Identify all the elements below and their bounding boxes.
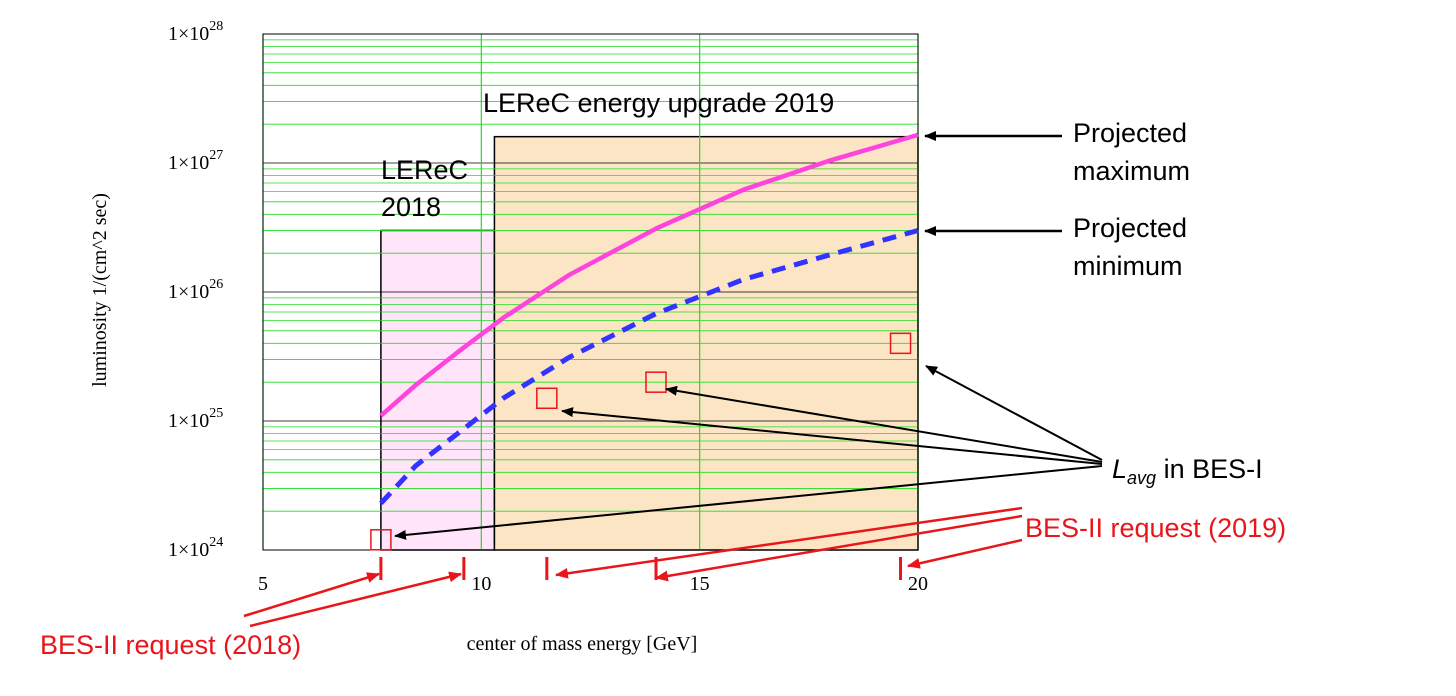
bes1-point xyxy=(370,529,392,551)
bes1-point xyxy=(889,332,912,355)
x-axis-label: center of mass energy [GeV] xyxy=(467,633,698,655)
x-tick-label: 20 xyxy=(908,573,928,595)
arrow-lavg-4 xyxy=(925,365,1103,461)
y-axis-label: luminosity 1/(cm^2 sec) xyxy=(89,193,111,387)
projected-maximum-label-line1: Projected xyxy=(1073,118,1187,148)
y-tick-label: 1×1028 xyxy=(168,19,223,45)
region-2019-label: LEReC energy upgrade 2019 xyxy=(483,88,834,118)
region-2018-label-line2: 2018 xyxy=(381,192,441,222)
projected-minimum-label-line2: minimum xyxy=(1073,251,1183,281)
region-0 xyxy=(380,229,496,551)
arrow-2018-b xyxy=(249,571,463,628)
bes2-request-arrows xyxy=(243,506,1023,628)
arrow-2019-a xyxy=(554,506,1023,579)
arrow-lavg-1 xyxy=(394,465,1103,540)
annotation-arrows xyxy=(394,131,1103,540)
projected-maximum-label-line2: maximum xyxy=(1073,156,1190,186)
x-tick-label: 5 xyxy=(258,573,268,595)
bes2-request-ticks xyxy=(379,557,903,580)
series-line-1 xyxy=(379,228,919,506)
bes1-points xyxy=(370,332,912,551)
bes2-2018-label: BES-II request (2018) xyxy=(40,630,301,660)
arrow-lavg-2 xyxy=(561,407,1103,465)
y-tick-label: 1×1027 xyxy=(168,148,223,174)
bes1-point xyxy=(536,387,558,410)
arrow-lavg-3 xyxy=(665,385,1103,463)
region-2018-label-line1: LEReC xyxy=(381,155,468,185)
tick-labels: 5 10 15 20 1×1024 1×1025 1×1026 1×1027 1×1028 xyxy=(168,19,928,595)
projected-minimum-label-line1: Projected xyxy=(1073,213,1187,243)
minor-gridlines xyxy=(263,39,918,512)
y-tick-label: 1×1024 xyxy=(168,535,223,561)
arrow-2018-a xyxy=(243,572,381,618)
lavg-label: Lavg in BES-I xyxy=(1112,454,1263,488)
arrow-2019-b xyxy=(654,514,1023,582)
series xyxy=(379,132,919,506)
series-line-0 xyxy=(379,132,919,418)
arrow-2019-c xyxy=(906,538,1023,569)
plot-frame xyxy=(262,33,919,551)
bes2-2019-label: BES-II request (2019) xyxy=(1025,513,1286,543)
x-tick-label: 15 xyxy=(690,573,710,595)
bes1-point xyxy=(645,371,667,393)
y-tick-label: 1×1025 xyxy=(168,406,223,432)
y-tick-label: 1×1026 xyxy=(168,277,223,303)
x-tick-label: 10 xyxy=(471,573,491,595)
